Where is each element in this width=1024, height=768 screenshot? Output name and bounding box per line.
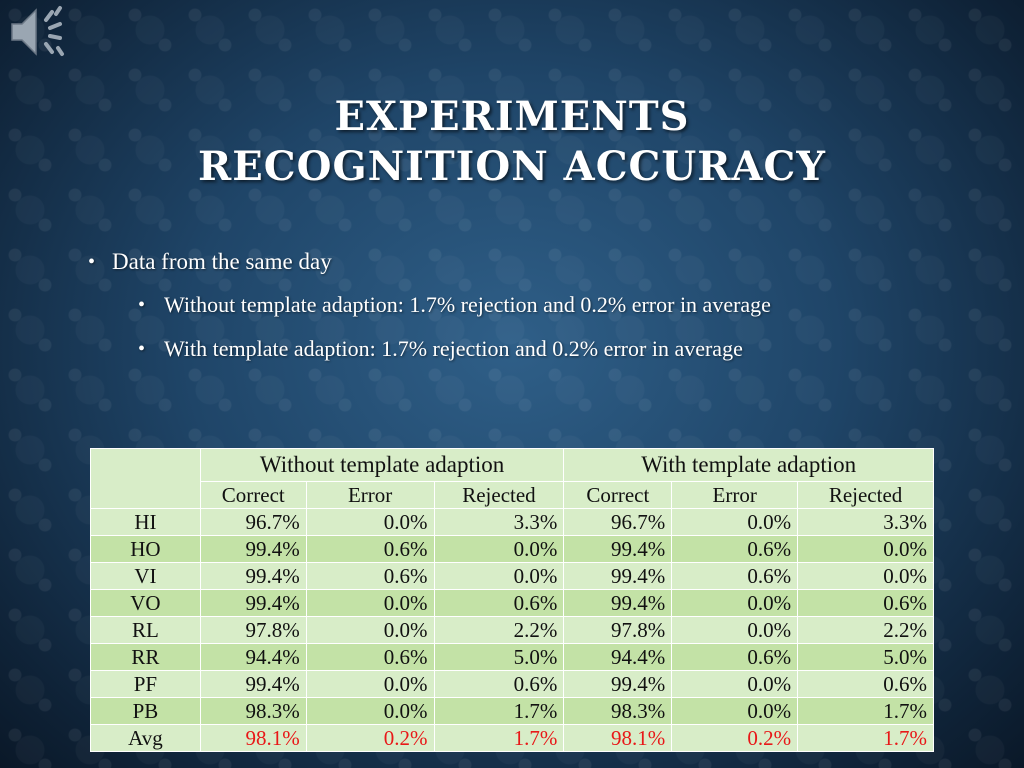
table-cell: 0.6% [305,643,435,671]
table-cell: 0.0% [433,535,565,563]
table-cell: 94.4% [563,643,673,671]
table-cell: 1.7% [433,697,565,725]
table-cell: 99.4% [563,535,673,563]
table-cell: 0.6% [671,562,799,590]
table-cell: 0.6% [433,589,565,617]
bullet-dot-icon: • [88,251,96,273]
row-label: VO [90,589,201,617]
table-row: VO 99.4% 0.0% 0.6% 99.4% 0.0% 0.6% [90,589,934,617]
table-cell: 97.8% [199,616,307,644]
row-label: Avg [90,724,201,752]
row-label: PF [90,670,201,698]
table-cell: 99.4% [563,562,673,590]
row-label: HO [90,535,201,563]
table-row: RL 97.8% 0.0% 2.2% 97.8% 0.0% 2.2% [90,616,934,644]
table-cell: 99.4% [563,670,673,698]
bullet-list: • Data from the same day • Without templ… [86,244,966,368]
table-row: PB 98.3% 0.0% 1.7% 98.3% 0.0% 1.7% [90,697,934,725]
average-cell: 1.7% [797,724,934,752]
bullet-dot-icon: • [138,294,146,316]
table-cell: 0.6% [305,562,435,590]
table-cell: 0.6% [671,535,799,563]
table-cell: 0.0% [433,562,565,590]
group-header-without: Without template adaption [199,448,565,482]
table-cell: 96.7% [563,508,673,536]
table-cell: 1.7% [797,697,934,725]
results-table: Without template adaption With template … [90,448,934,752]
table-cell: 99.4% [199,562,307,590]
table-row: RR 94.4% 0.6% 5.0% 94.4% 0.6% 5.0% [90,643,934,671]
row-label: RL [90,616,201,644]
sub-bullet-item: • Without template adaption: 1.7% reject… [86,286,884,324]
table-cell: 98.3% [563,697,673,725]
table-cell: 99.4% [199,589,307,617]
table-row: HO 99.4% 0.6% 0.0% 99.4% 0.6% 0.0% [90,535,934,563]
table-cell: 0.0% [797,535,934,563]
table-cell: 0.0% [305,670,435,698]
table-cell: 0.0% [671,616,799,644]
table-cell: 5.0% [797,643,934,671]
table-row-average: Avg 98.1% 0.2% 1.7% 98.1% 0.2% 1.7% [90,724,934,752]
group-header-with: With template adaption [563,448,934,482]
average-cell: 0.2% [305,724,435,752]
column-header: Error [671,481,799,509]
table-cell: 99.4% [199,670,307,698]
table-cell: 0.6% [797,589,934,617]
table-cell: 96.7% [199,508,307,536]
table-cell: 0.6% [433,670,565,698]
table-corner-cell [90,448,201,509]
table-cell: 0.6% [797,670,934,698]
table-cell: 2.2% [433,616,565,644]
table-cell: 3.3% [797,508,934,536]
table-cell: 0.0% [671,589,799,617]
average-cell: 98.1% [199,724,307,752]
title-line-2: RECOGNITION ACCURACY [198,143,826,190]
table-cell: 0.0% [305,589,435,617]
column-header: Rejected [433,481,565,509]
column-header: Rejected [797,481,934,509]
table-cell: 0.0% [671,697,799,725]
bullet-dot-icon: • [138,338,146,360]
average-cell: 1.7% [433,724,565,752]
row-label: RR [90,643,201,671]
table-row: HI 96.7% 0.0% 3.3% 96.7% 0.0% 3.3% [90,508,934,536]
speaker-icon[interactable] [8,4,74,60]
average-cell: 98.1% [563,724,673,752]
sub-bullet-text: With template adaption: 1.7% rejection a… [164,336,743,361]
sub-bullet-item: • With template adaption: 1.7% rejection… [86,330,884,368]
title-line-1: EXPERIMENTS [334,93,690,140]
column-header: Correct [199,481,307,509]
slide-title: EXPERIMENTS RECOGNITION ACCURACY [0,92,1024,192]
average-cell: 0.2% [671,724,799,752]
table-cell: 3.3% [433,508,565,536]
table-cell: 0.0% [305,697,435,725]
table-cell: 0.0% [671,508,799,536]
table-cell: 0.6% [305,535,435,563]
table-cell: 5.0% [433,643,565,671]
table-row: PF 99.4% 0.0% 0.6% 99.4% 0.0% 0.6% [90,670,934,698]
table-cell: 97.8% [563,616,673,644]
row-label: VI [90,562,201,590]
bullet-text: Data from the same day [112,249,332,274]
row-label: PB [90,697,201,725]
row-label: HI [90,508,201,536]
table-cell: 0.0% [305,616,435,644]
table-cell: 0.6% [671,643,799,671]
column-header: Error [305,481,435,509]
table-cell: 99.4% [199,535,307,563]
bullet-item: • Data from the same day [86,244,966,280]
table-cell: 2.2% [797,616,934,644]
table-cell: 0.0% [671,670,799,698]
table-cell: 0.0% [305,508,435,536]
column-header: Correct [563,481,673,509]
table-cell: 94.4% [199,643,307,671]
table-row: VI 99.4% 0.6% 0.0% 99.4% 0.6% 0.0% [90,562,934,590]
sub-bullet-text: Without template adaption: 1.7% rejectio… [164,292,771,317]
table-cell: 98.3% [199,697,307,725]
table-cell: 99.4% [563,589,673,617]
table-cell: 0.0% [797,562,934,590]
